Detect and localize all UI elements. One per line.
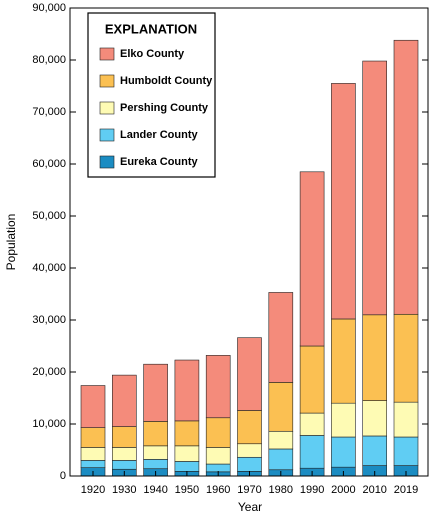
bar-segment — [143, 459, 168, 470]
bar-segment — [299, 435, 325, 469]
bar-segment — [205, 355, 231, 419]
bar-segment — [237, 337, 262, 411]
x-tick-label: 1960 — [206, 484, 230, 496]
bar-segment — [331, 318, 356, 404]
bar-segment — [80, 427, 106, 448]
bar-segment — [331, 402, 356, 438]
bar-segment — [331, 436, 356, 468]
x-tick-label: 1950 — [175, 484, 199, 496]
legend-swatch — [99, 74, 115, 88]
legend-label: Humboldt County — [120, 75, 213, 87]
x-axis-label: Year — [238, 500, 262, 514]
legend-swatch — [99, 155, 115, 169]
bar-segment — [299, 171, 325, 347]
bar-segment — [237, 456, 262, 472]
bar-segment — [299, 345, 325, 414]
y-tick-label: 80,000 — [32, 54, 66, 66]
y-tick-label: 70,000 — [32, 106, 66, 118]
legend-swatch — [99, 47, 115, 61]
x-tick-label: 2010 — [362, 484, 386, 496]
bar-segment — [80, 460, 106, 468]
bar-segment — [268, 382, 294, 432]
legend-label: Elko County — [120, 48, 185, 60]
plot-frame — [69, 7, 429, 477]
x-tick-label: 2019 — [394, 484, 418, 496]
bar-segment — [174, 461, 200, 472]
bar-segment — [362, 435, 388, 466]
bar-segment — [268, 292, 294, 383]
bar-segment — [393, 313, 419, 403]
bar-segment — [112, 426, 137, 448]
bar-segment — [112, 460, 137, 470]
x-tick-label: 1980 — [269, 484, 293, 496]
bar-segment — [205, 447, 231, 465]
bar-segment — [362, 314, 388, 401]
bar-segment — [268, 448, 294, 471]
x-tick-label: 2000 — [331, 484, 355, 496]
x-tick-label: 1990 — [300, 484, 324, 496]
bar-segment — [143, 421, 168, 447]
bar-segment — [331, 83, 356, 320]
bar-segment — [174, 420, 200, 447]
y-tick-label: 90,000 — [32, 2, 66, 14]
bar-segment — [143, 445, 168, 460]
bar-segment — [362, 60, 388, 316]
bar-segment — [393, 401, 419, 438]
x-tick-label: 1920 — [81, 484, 105, 496]
bar-segment — [174, 359, 200, 422]
bar-segment — [299, 412, 325, 436]
legend-title: EXPLANATION — [105, 21, 197, 36]
y-tick-label: 0 — [60, 470, 66, 482]
bar-segment — [80, 447, 106, 461]
bar-segment — [237, 410, 262, 445]
legend-swatch — [99, 101, 115, 115]
y-tick-label: 30,000 — [32, 314, 66, 326]
bar-segment — [362, 400, 388, 437]
y-tick-label: 20,000 — [32, 366, 66, 378]
x-tick-label: 1940 — [143, 484, 167, 496]
bar-segment — [268, 430, 294, 450]
y-tick-label: 60,000 — [32, 158, 66, 170]
y-tick-label: 40,000 — [32, 262, 66, 274]
bar-segment — [112, 447, 137, 461]
bar-segment — [393, 39, 419, 315]
bar-segment — [205, 463, 231, 473]
legend-label: Lander County — [120, 129, 198, 141]
y-axis-label: Population — [4, 214, 18, 271]
legend-swatch — [99, 128, 115, 142]
x-tick-label: 1970 — [237, 484, 261, 496]
bar-segment — [205, 417, 231, 448]
bar-segment — [237, 443, 262, 458]
legend-label: Eureka County — [120, 156, 199, 168]
bar-segment — [174, 445, 200, 462]
x-tick-label: 1930 — [112, 484, 136, 496]
bar-segment — [143, 363, 168, 422]
legend-box — [87, 12, 216, 178]
legend-label: Pershing County — [120, 102, 209, 114]
y-tick-label: 10,000 — [32, 418, 66, 430]
y-tick-label: 50,000 — [32, 210, 66, 222]
bar-segment — [112, 374, 137, 427]
bar-segment — [393, 436, 419, 466]
bar-segment — [80, 385, 106, 428]
